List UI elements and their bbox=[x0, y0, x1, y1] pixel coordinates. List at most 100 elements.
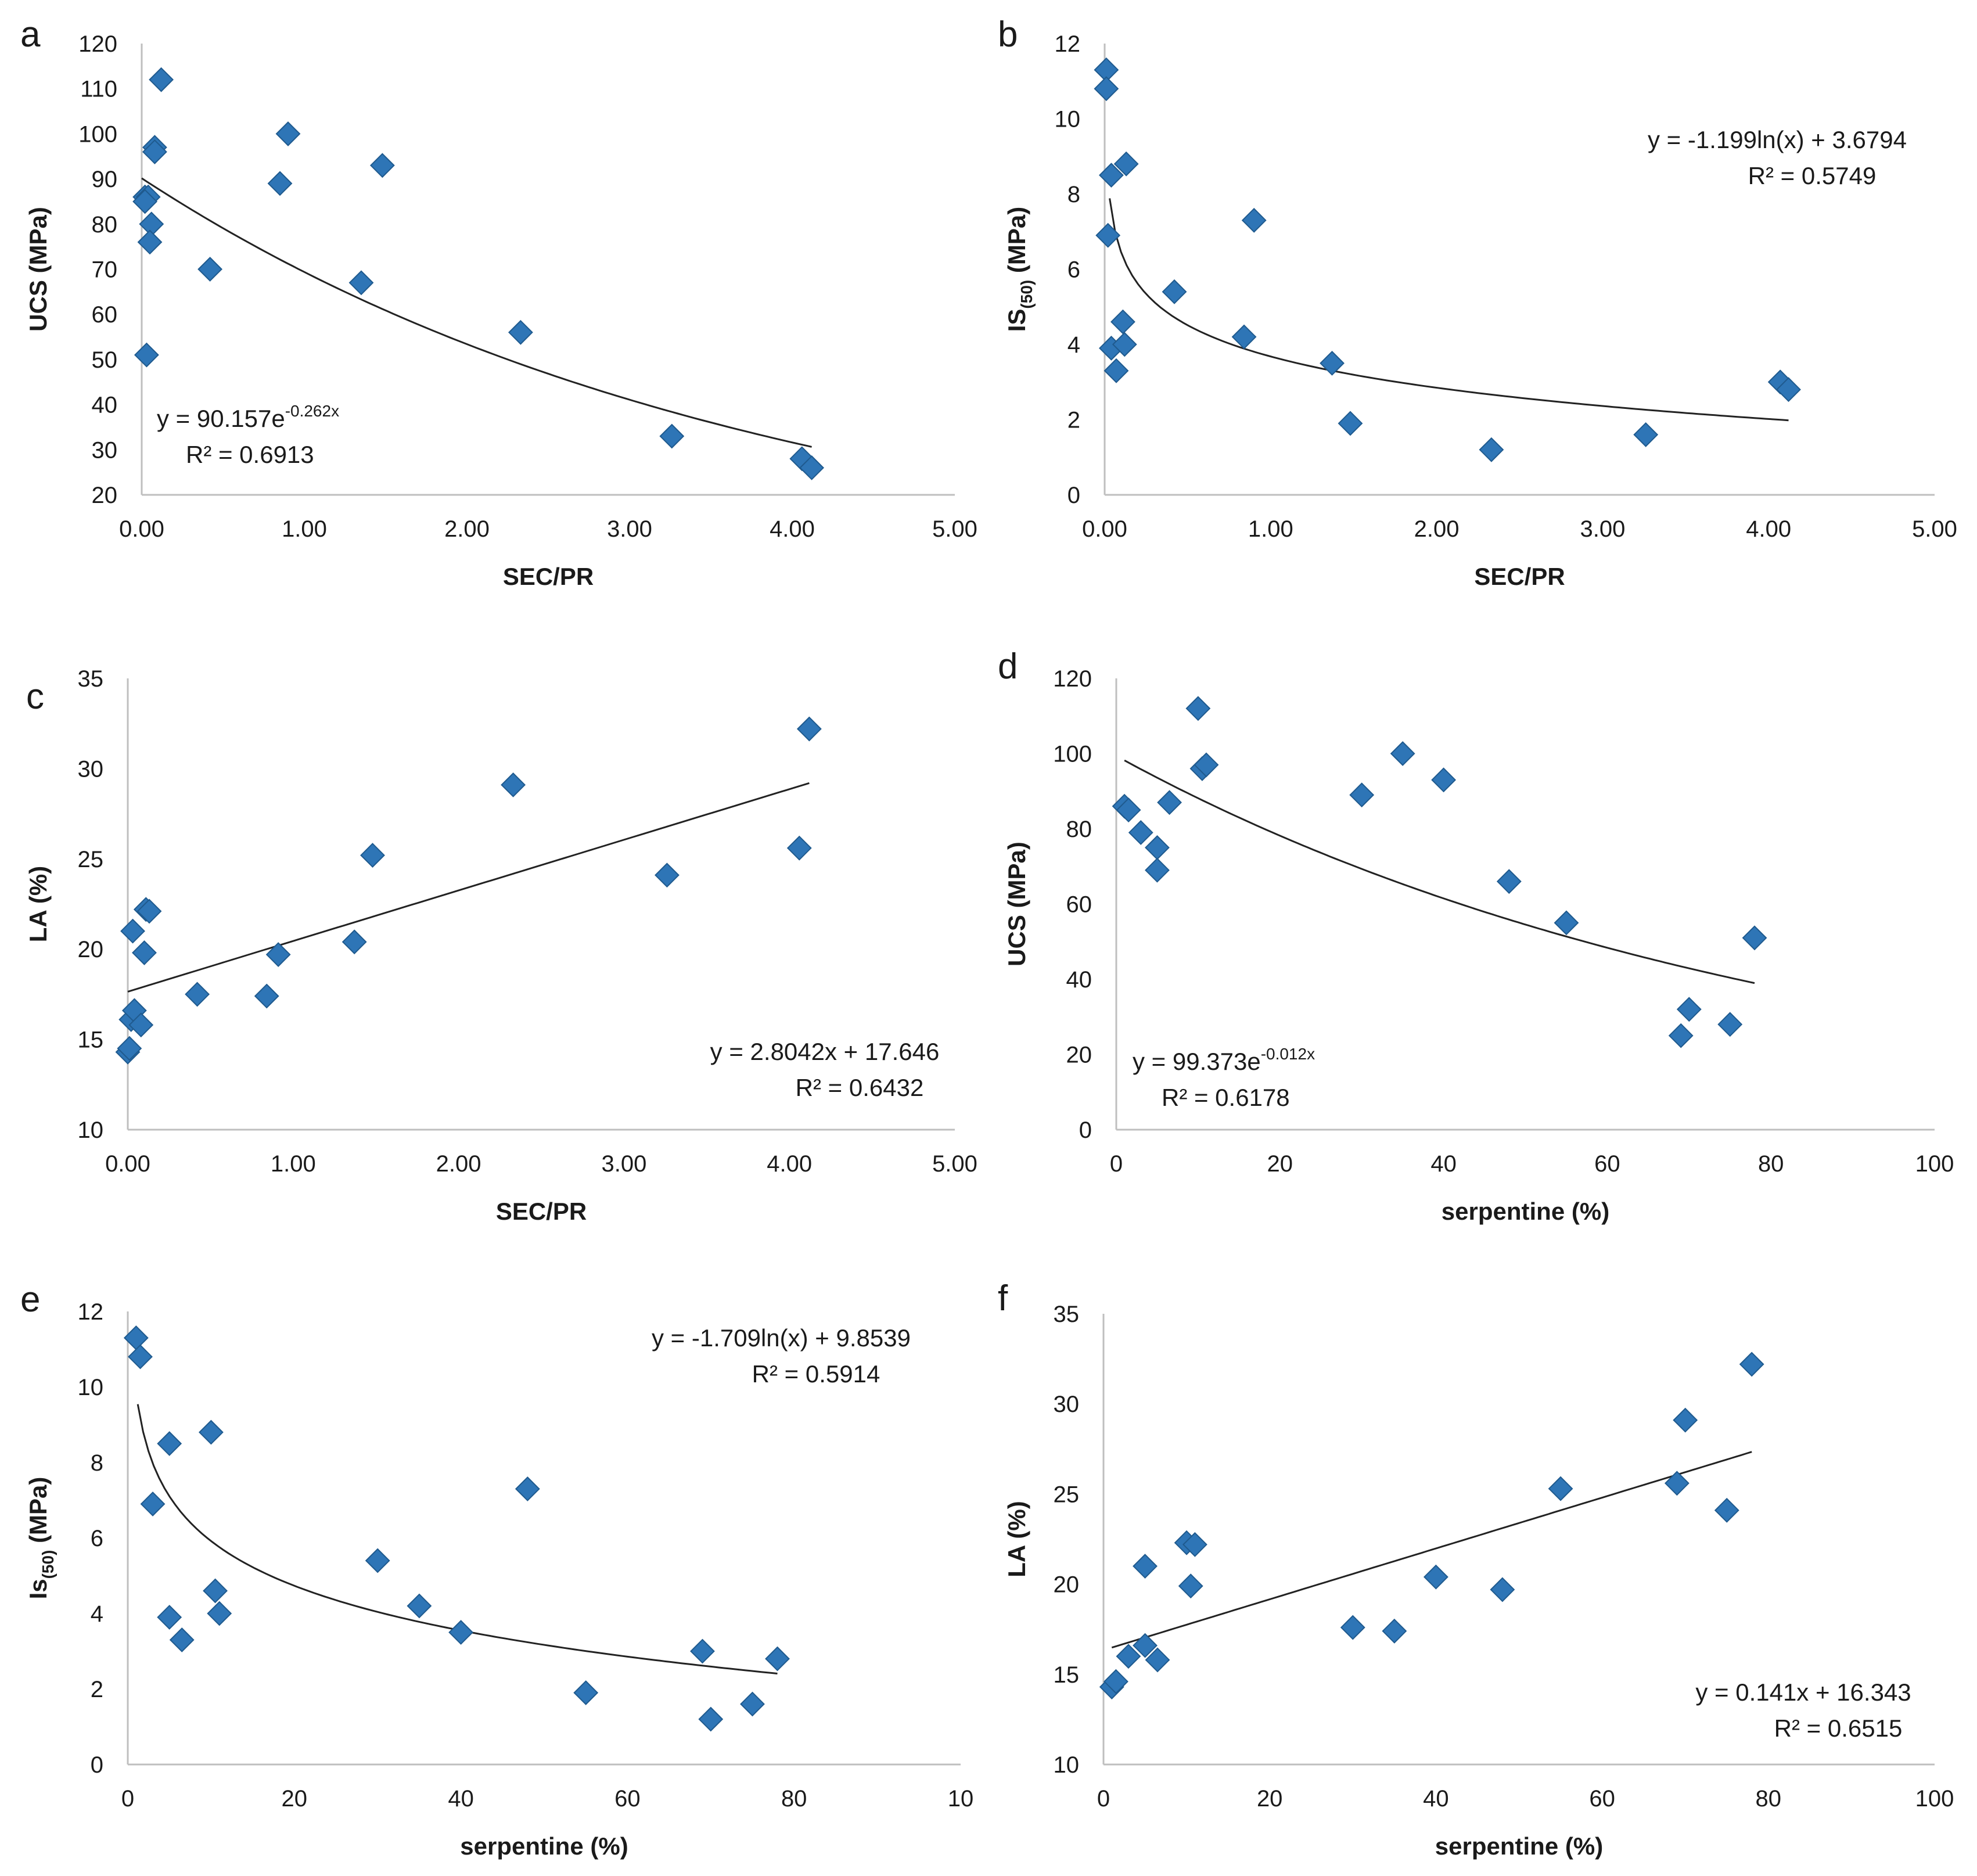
trendline bbox=[1124, 759, 1755, 984]
x-tick-label: 60 bbox=[1589, 1786, 1615, 1812]
y-tick-label: 12 bbox=[1055, 31, 1081, 57]
trend-equation: y = 90.157e-0.262x bbox=[157, 402, 339, 432]
data-point bbox=[157, 1431, 182, 1456]
x-axis-label: SEC/PR bbox=[1474, 563, 1565, 590]
panel-label: e bbox=[20, 1280, 40, 1320]
trend-equation: y = -1.709ln(x) + 9.8539 bbox=[652, 1324, 911, 1352]
data-point bbox=[1094, 76, 1119, 102]
data-point bbox=[1776, 377, 1801, 402]
y-tick-label: 30 bbox=[92, 437, 118, 463]
data-point bbox=[1116, 1644, 1141, 1669]
y-tick-label: 10 bbox=[1054, 1752, 1080, 1778]
x-tick-label: 40 bbox=[1430, 1151, 1457, 1177]
data-point bbox=[365, 1548, 390, 1573]
data-point bbox=[1194, 752, 1219, 778]
trendline bbox=[1109, 198, 1789, 422]
y-tick-label: 6 bbox=[91, 1526, 103, 1551]
y-axis-label-unit: (MPa) bbox=[1003, 207, 1030, 280]
data-point bbox=[142, 139, 167, 164]
trend-equation: y = 2.8042x + 17.646 bbox=[710, 1038, 940, 1065]
data-point bbox=[1185, 696, 1211, 721]
y-tick-label: 70 bbox=[92, 257, 118, 283]
y-tick-label: 120 bbox=[78, 31, 117, 57]
r-squared: R² = 0.6432 bbox=[796, 1074, 924, 1101]
data-point bbox=[198, 1419, 224, 1445]
data-point bbox=[786, 835, 812, 861]
x-tick-label: 2.00 bbox=[444, 516, 490, 542]
x-tick-label: 0.00 bbox=[119, 516, 164, 542]
data-point bbox=[1714, 1497, 1739, 1523]
y-tick-label: 40 bbox=[92, 393, 118, 418]
data-point bbox=[1554, 910, 1579, 936]
y-tick-label: 10 bbox=[78, 1117, 104, 1143]
y-tick-label: 80 bbox=[92, 212, 118, 238]
data-point bbox=[448, 1620, 474, 1645]
trend-equation-exponent: -0.012x bbox=[1261, 1045, 1315, 1063]
x-tick-label: 4.00 bbox=[770, 516, 815, 542]
data-point bbox=[149, 67, 174, 92]
y-tick-label: 30 bbox=[78, 756, 104, 782]
y-tick-label: 25 bbox=[1054, 1482, 1080, 1507]
y-tick-label: 25 bbox=[78, 847, 104, 872]
y-axis-label-main: IS bbox=[1003, 309, 1030, 332]
data-point bbox=[1673, 1407, 1698, 1433]
data-point bbox=[120, 918, 145, 944]
x-tick-label: 2.00 bbox=[1414, 516, 1460, 542]
y-tick-label: 35 bbox=[1054, 1302, 1080, 1327]
y-tick-label: 2 bbox=[1067, 408, 1080, 433]
data-point bbox=[185, 982, 210, 1007]
data-point bbox=[1676, 997, 1702, 1022]
x-tick-label: 60 bbox=[1594, 1151, 1620, 1177]
x-tick-label: 0 bbox=[1097, 1786, 1110, 1812]
y-tick-label: 20 bbox=[1054, 1572, 1080, 1598]
panel-label: a bbox=[20, 15, 41, 55]
panel-label: b bbox=[998, 15, 1018, 55]
chart-panel-c: c 0.00 1.00 2.00 3.00 4.00 5.00 10 15 20 25 30 35 SEC… bbox=[24, 666, 977, 1225]
panel-label: c bbox=[26, 677, 44, 717]
x-tick-label: 80 bbox=[1756, 1786, 1782, 1812]
x-tick-label: 1.00 bbox=[282, 516, 327, 542]
y-axis-label: Is(50) (MPa) bbox=[24, 1477, 57, 1600]
data-point bbox=[267, 171, 293, 196]
x-tick-label: 40 bbox=[1423, 1786, 1449, 1812]
data-point bbox=[1145, 857, 1170, 883]
y-tick-label: 0 bbox=[1079, 1117, 1092, 1143]
x-tick-label: 10 bbox=[948, 1786, 974, 1812]
x-tick-label: 3.00 bbox=[607, 516, 652, 542]
data-point bbox=[1241, 207, 1267, 233]
panel-label: d bbox=[998, 646, 1018, 687]
y-tick-label: 120 bbox=[1053, 666, 1092, 692]
y-tick-label: 6 bbox=[1067, 257, 1080, 283]
data-point bbox=[134, 342, 159, 368]
y-tick-label: 0 bbox=[91, 1752, 103, 1778]
data-point bbox=[573, 1680, 599, 1705]
data-point bbox=[1390, 741, 1415, 766]
y-axis-label-sub: (50) bbox=[39, 1550, 57, 1579]
trend-equation: y = 0.141x + 16.343 bbox=[1695, 1679, 1911, 1706]
data-point bbox=[1162, 279, 1187, 304]
data-point bbox=[1490, 1577, 1515, 1602]
chart-panel-a: a 0.00 1.00 2.00 3.00 4.00 5.00 20 30 40 50 60 70 80 9… bbox=[20, 15, 977, 590]
y-axis-label-unit: (MPa) bbox=[24, 1477, 52, 1550]
y-axis-label-sub: (50) bbox=[1018, 280, 1036, 309]
data-point bbox=[342, 929, 367, 955]
data-point bbox=[796, 716, 822, 742]
data-point bbox=[1349, 782, 1375, 808]
data-point bbox=[1338, 411, 1363, 436]
y-tick-label: 40 bbox=[1066, 967, 1092, 993]
chart-panel-f: f 0 20 40 60 80 100 10 15 20 25 30 35 serpentine (%) L… bbox=[998, 1278, 1954, 1860]
r-squared: R² = 0.6515 bbox=[1774, 1715, 1903, 1742]
trendline bbox=[127, 782, 810, 993]
trendline bbox=[1111, 1451, 1752, 1649]
x-tick-label: 100 bbox=[1915, 1786, 1954, 1812]
y-tick-label: 50 bbox=[92, 347, 118, 373]
data-point bbox=[655, 862, 680, 888]
data-point bbox=[1116, 797, 1141, 823]
x-tick-label: 1.00 bbox=[1248, 516, 1293, 542]
data-point bbox=[1103, 1669, 1128, 1694]
data-point bbox=[1423, 1564, 1448, 1590]
data-point bbox=[132, 940, 157, 965]
x-tick-label: 1.00 bbox=[271, 1151, 316, 1177]
